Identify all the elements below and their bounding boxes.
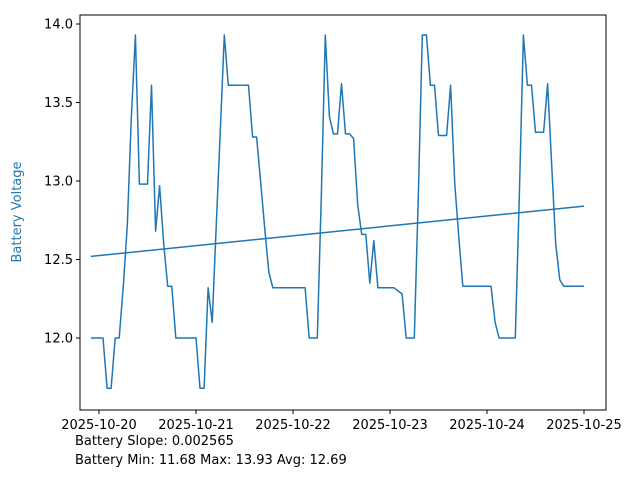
y-tick-label: 12.0 [44, 332, 73, 347]
axes-frame [79, 14, 607, 411]
x-tick-label: 2025-10-24 [449, 418, 525, 433]
x-tick-label: 2025-10-25 [546, 418, 622, 433]
y-tick-label: 12.5 [44, 253, 73, 268]
battery-voltage-line [90, 34, 584, 389]
x-tick-label: 2025-10-20 [61, 418, 137, 433]
x-tick-label: 2025-10-22 [255, 418, 331, 433]
x-tick-label: 2025-10-23 [352, 418, 428, 433]
y-tick-label: 13.0 [44, 175, 73, 190]
y-tick-label: 14.0 [44, 18, 73, 33]
y-axis-label: Battery Voltage [10, 161, 25, 262]
stats-slope-text: Battery Slope: 0.002565 [75, 434, 234, 449]
stats-minmax-text: Battery Min: 11.68 Max: 13.93 Avg: 12.69 [75, 453, 347, 468]
x-axis-ticks: 2025-10-20 2025-10-21 2025-10-22 2025-10-23… [61, 410, 622, 433]
y-tick-label: 13.5 [44, 96, 73, 111]
trend-line [90, 205, 585, 258]
x-tick-label: 2025-10-21 [158, 418, 234, 433]
y-axis-ticks: 12.0 12.5 13.0 13.5 14.0 [44, 18, 80, 347]
